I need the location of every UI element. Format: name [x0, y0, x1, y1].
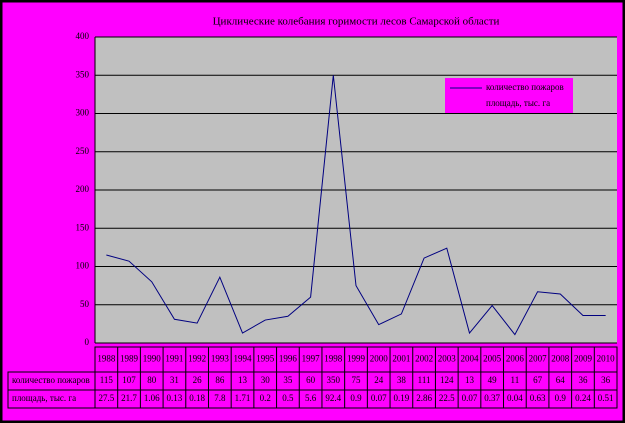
table-cell: 36: [601, 375, 611, 385]
table-cell: 60: [306, 375, 316, 385]
table-cell: 67: [533, 375, 543, 385]
table-cell: 0.07: [462, 393, 478, 403]
x-tick-label: 2000: [370, 354, 389, 364]
x-tick-label: 2005: [483, 354, 502, 364]
y-tick-label: 300: [76, 108, 90, 118]
table-row-label: количество пожаров: [12, 375, 90, 385]
table-cell: 0.13: [167, 393, 183, 403]
table-cell: 11: [511, 375, 520, 385]
y-tick-label: 400: [76, 31, 90, 41]
x-tick-label: 1993: [211, 354, 230, 364]
table-cell: 1.71: [235, 393, 251, 403]
x-tick-label: 1998: [324, 354, 343, 364]
x-tick-label: 1999: [347, 354, 366, 364]
table-cell: 35: [283, 375, 293, 385]
table-cell: 0.2: [260, 393, 271, 403]
x-tick-label: 2010: [597, 354, 616, 364]
table-cell: 30: [261, 375, 271, 385]
table-cell: 75: [352, 375, 362, 385]
table-cell: 27.5: [98, 393, 114, 403]
x-tick-label: 1997: [302, 354, 321, 364]
x-tick-label: 1992: [188, 354, 206, 364]
table-cell: 0.19: [394, 393, 410, 403]
table-cell: 111: [418, 375, 431, 385]
table-cell: 26: [193, 375, 203, 385]
table-cell: 80: [147, 375, 157, 385]
table-cell: 7.8: [214, 393, 226, 403]
table-cell: 350: [327, 375, 341, 385]
y-tick-label: 250: [76, 146, 90, 156]
table-cell: 21.7: [121, 393, 137, 403]
legend-box: [445, 78, 573, 114]
table-row-label: площадь, тыс. га: [12, 393, 76, 403]
table-cell: 22.5: [439, 393, 455, 403]
x-tick-label: 1996: [279, 354, 298, 364]
table-cell: 13: [238, 375, 248, 385]
table-cell: 0.51: [598, 393, 614, 403]
table-cell: 1.06: [144, 393, 160, 403]
y-tick-label: 0: [85, 337, 90, 347]
x-tick-label: 1991: [165, 354, 183, 364]
table-cell: 49: [488, 375, 498, 385]
y-tick-label: 100: [76, 261, 90, 271]
x-tick-label: 1989: [120, 354, 139, 364]
legend-label: площадь, тыс. га: [486, 98, 550, 108]
x-tick-label: 1988: [97, 354, 116, 364]
table-cell: 36: [578, 375, 588, 385]
table-cell: 0.04: [507, 393, 523, 403]
table-cell: 0.63: [530, 393, 546, 403]
table-cell: 115: [100, 375, 114, 385]
table-cell: 13: [465, 375, 475, 385]
x-tick-label: 2002: [415, 354, 433, 364]
chart-title: Циклические колебания горимости лесов Са…: [213, 16, 500, 28]
y-tick-label: 50: [80, 299, 90, 309]
table-cell: 0.9: [555, 393, 567, 403]
table-cell: 92.4: [325, 393, 341, 403]
table-cell: 2.86: [416, 393, 432, 403]
x-tick-label: 1995: [256, 354, 275, 364]
table-cell: 0.24: [575, 393, 591, 403]
y-tick-label: 200: [76, 184, 90, 194]
x-tick-label: 2006: [506, 354, 525, 364]
x-tick-label: 1990: [143, 354, 162, 364]
x-tick-label: 2003: [438, 354, 457, 364]
table-cell: 5.6: [305, 393, 317, 403]
table-cell: 0.07: [371, 393, 387, 403]
x-tick-label: 2007: [529, 354, 548, 364]
table-cell: 86: [215, 375, 225, 385]
x-tick-label: 2008: [551, 354, 570, 364]
table-cell: 38: [397, 375, 407, 385]
table-cell: 107: [122, 375, 136, 385]
table-cell: 0.18: [189, 393, 205, 403]
data-line: [106, 75, 606, 336]
table-cell: 31: [170, 375, 179, 385]
legend-label: количество пожаров: [486, 82, 564, 92]
x-tick-label: 2009: [574, 354, 593, 364]
table-cell: 124: [440, 375, 454, 385]
table-cell: 0.37: [484, 393, 500, 403]
table-cell: 24: [374, 375, 384, 385]
y-tick-label: 350: [76, 69, 90, 79]
table-cell: 0.5: [282, 393, 294, 403]
x-tick-label: 1994: [234, 354, 253, 364]
x-tick-label: 2004: [460, 354, 479, 364]
table-cell: 64: [556, 375, 566, 385]
table-cell: 0.9: [350, 393, 362, 403]
y-tick-label: 150: [76, 222, 90, 232]
x-tick-label: 2001: [392, 354, 410, 364]
